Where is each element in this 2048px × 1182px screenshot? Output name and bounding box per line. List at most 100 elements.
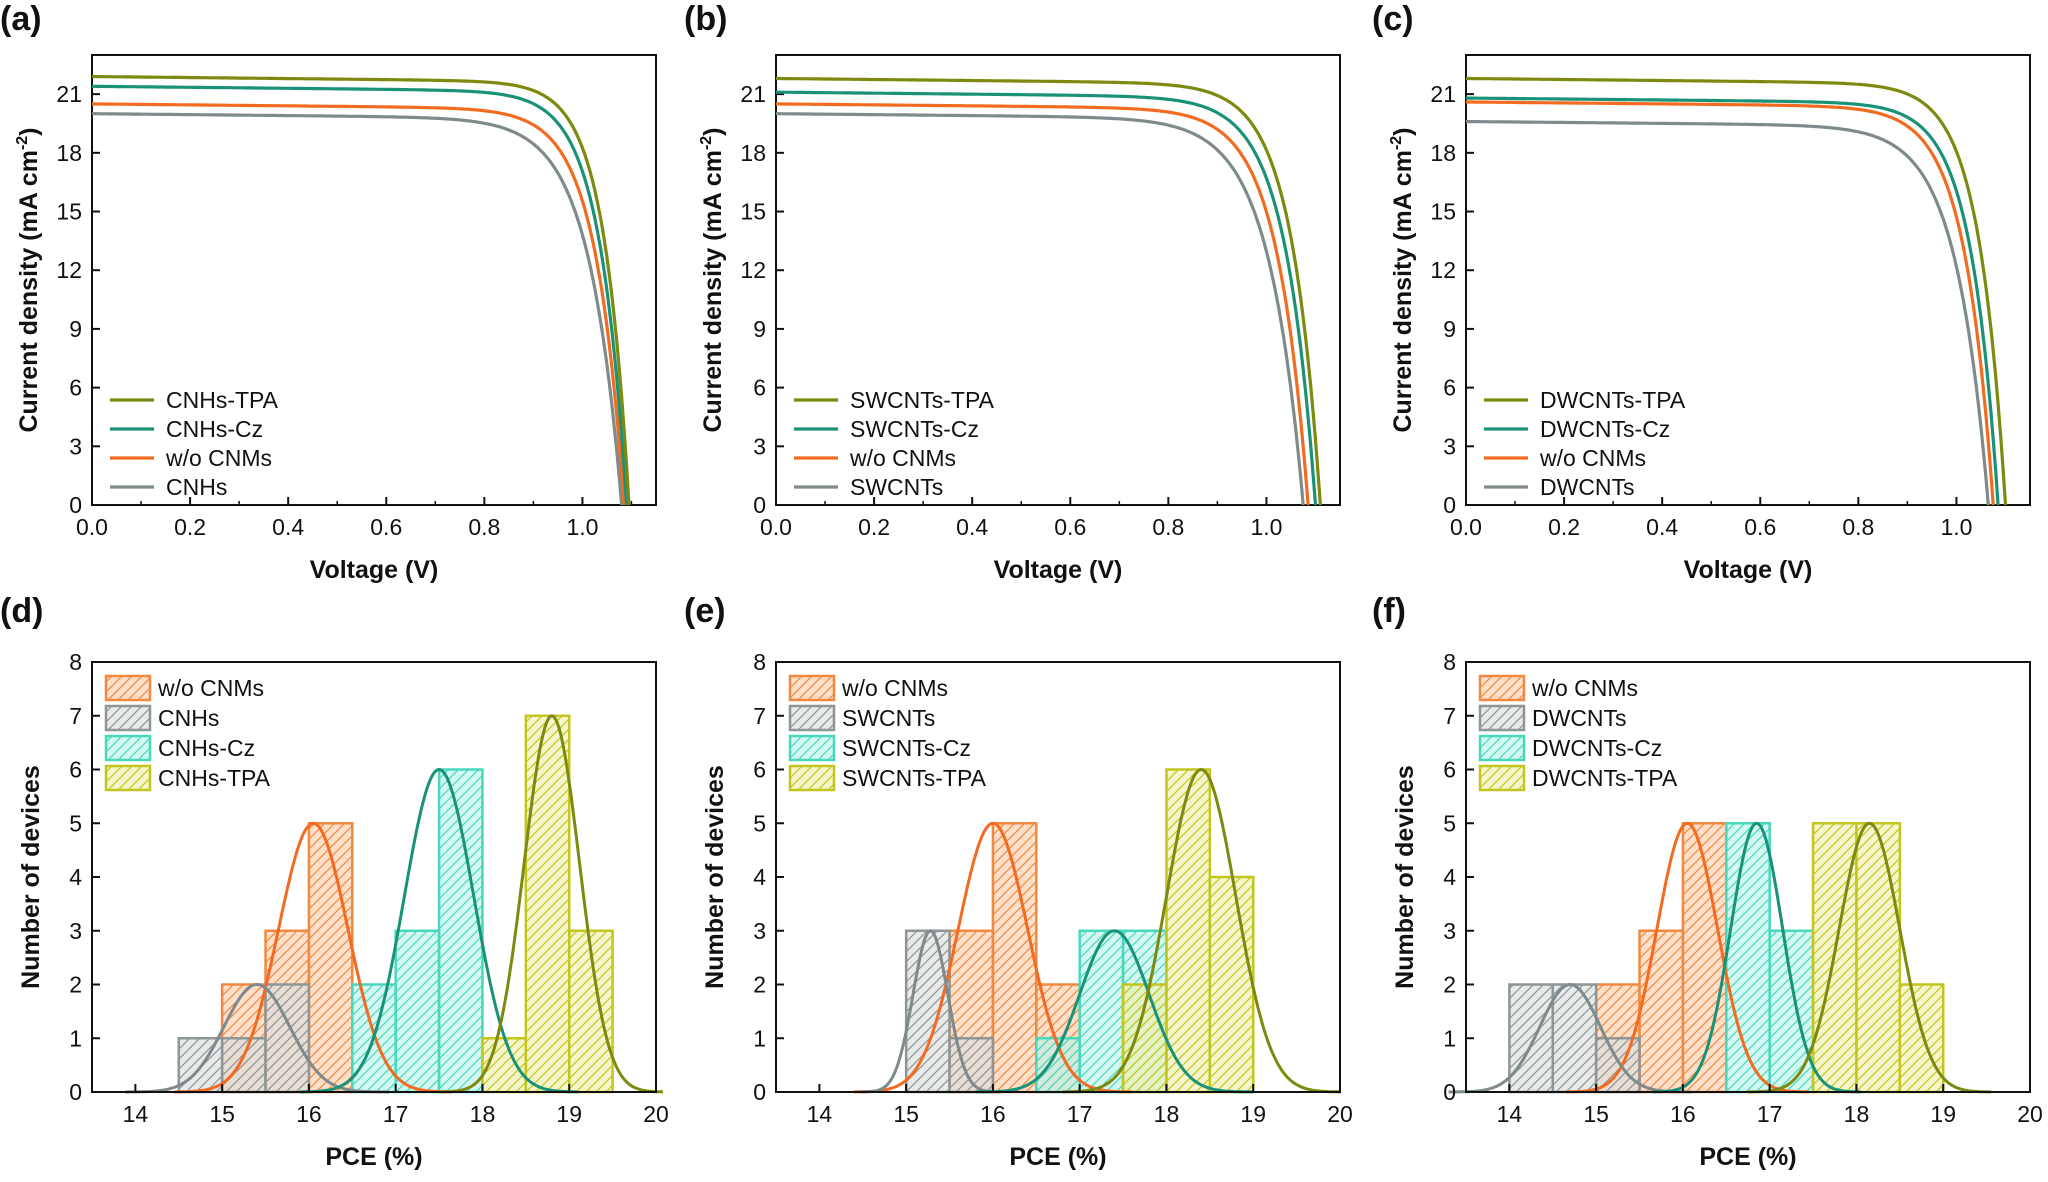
jv-curve — [776, 102, 1310, 506]
panel-label: (d) — [0, 592, 43, 630]
y-tick-label: 3 — [69, 433, 82, 459]
y-tick-label: 18 — [1430, 140, 1456, 166]
jv-curve — [1466, 76, 2008, 506]
panel-label: (b) — [684, 0, 727, 38]
legend-entry: CNHs — [158, 705, 219, 731]
histogram-bar — [437, 768, 484, 1094]
x-tick-label: 1.0 — [1250, 514, 1282, 540]
legend-swatch — [104, 674, 152, 702]
x-tick-label: 17 — [1067, 1101, 1093, 1127]
histogram-bar — [1638, 929, 1685, 1094]
y-tick-label: 3 — [1443, 918, 1456, 944]
x-tick-label: 0.0 — [76, 514, 108, 540]
y-tick-label: 2 — [1443, 972, 1456, 998]
hist-chart-4: 14 15 16 17 18 19 20 0 1 2 3 4 5 6 7 8 PCE (%) Number of … — [701, 649, 1353, 1171]
legend-entry: DWCNTs-TPA — [1540, 387, 1686, 413]
x-tick-label: 16 — [296, 1101, 322, 1127]
legend-entry: w/o CNMs — [157, 675, 264, 701]
gaussian-fit-curve — [1652, 821, 1861, 1094]
x-tick-label: 0.6 — [1744, 514, 1776, 540]
legend-entry: DWCNTs-Cz — [1532, 735, 1662, 761]
histogram-bar — [1594, 1037, 1641, 1094]
gaussian-fit-curve — [300, 767, 578, 1094]
x-tick-label: 20 — [2017, 1101, 2043, 1127]
y-tick-label: 4 — [69, 864, 82, 890]
y-tick-label: 0 — [1443, 1079, 1456, 1105]
y-tick-label: 5 — [753, 810, 766, 836]
gaussian-fit-curve — [975, 929, 1254, 1094]
y-tick-label: 7 — [69, 703, 82, 729]
gaussian-fit-curve — [1565, 821, 1809, 1094]
legend-entry: w/o CNMs — [841, 675, 948, 701]
y-tick-label: 6 — [69, 757, 82, 783]
y-axis-label: Number of devices — [701, 765, 729, 989]
legend-entry: SWCNTs-TPA — [842, 765, 987, 791]
legend-swatch — [788, 704, 836, 732]
y-tick-label: 12 — [56, 257, 82, 283]
y-axis-label: Current density (mA cm-2) — [14, 127, 43, 432]
histogram-bar — [524, 714, 571, 1094]
panel-label: (c) — [1372, 0, 1414, 38]
histogram-bar — [1551, 983, 1598, 1094]
histogram-bar — [1165, 768, 1212, 1094]
histogram-bar — [307, 822, 354, 1094]
y-tick-label: 15 — [740, 199, 766, 225]
x-tick-label: 19 — [556, 1101, 582, 1127]
x-tick-label: 20 — [1327, 1101, 1353, 1127]
x-tick-label: 0.0 — [760, 514, 792, 540]
y-tick-label: 5 — [1443, 810, 1456, 836]
y-tick-label: 9 — [753, 316, 766, 342]
x-axis-label: PCE (%) — [325, 1143, 422, 1171]
legend-swatch — [788, 734, 836, 762]
y-tick-label: 3 — [753, 433, 766, 459]
x-tick-label: 14 — [807, 1101, 833, 1127]
x-tick-label: 17 — [383, 1101, 409, 1127]
x-tick-label: 14 — [123, 1101, 149, 1127]
y-tick-label: 21 — [740, 81, 766, 107]
x-tick-label: 0.6 — [1054, 514, 1086, 540]
y-tick-label: 6 — [753, 757, 766, 783]
x-tick-label: 0.6 — [370, 514, 402, 540]
x-tick-label: 19 — [1930, 1101, 1956, 1127]
gaussian-fit-curve — [1062, 767, 1340, 1094]
jv-curve — [1466, 119, 1990, 506]
y-tick-label: 1 — [69, 1025, 82, 1051]
legend-entry: SWCNTs-Cz — [850, 416, 979, 442]
histogram-bar — [1768, 929, 1815, 1094]
legend-entry: CNHs-Cz — [158, 735, 255, 761]
x-tick-label: 0.2 — [858, 514, 890, 540]
legend-entry: DWCNTs-TPA — [1532, 765, 1678, 791]
jv-curve — [1466, 100, 1995, 506]
legend-entry: SWCNTs — [850, 474, 943, 500]
gaussian-fit-curve — [125, 982, 389, 1094]
y-tick-label: 1 — [753, 1025, 766, 1051]
y-tick-label: 18 — [56, 140, 82, 166]
histogram-bar — [1725, 822, 1771, 1094]
y-axis-label: Number of devices — [1391, 765, 1419, 989]
y-tick-label: 6 — [1443, 375, 1456, 401]
legend-swatch — [104, 734, 152, 762]
jv-chart-0: 0.0 0.2 0.4 0.6 0.8 1.0 0 3 6 9 12 15 18 21 Voltage (V… — [14, 54, 657, 584]
y-tick-label: 3 — [69, 918, 82, 944]
y-tick-label: 12 — [740, 257, 766, 283]
jv-curve — [776, 76, 1322, 506]
gaussian-fit-curve — [440, 714, 663, 1094]
histogram-bar — [1208, 875, 1255, 1094]
x-axis-label: Voltage (V) — [310, 556, 439, 584]
y-tick-label: 4 — [1443, 864, 1456, 890]
x-tick-label: 17 — [1757, 1101, 1783, 1127]
y-tick-label: 6 — [753, 375, 766, 401]
y-tick-label: 18 — [740, 140, 766, 166]
histogram-bar — [1508, 983, 1555, 1094]
x-tick-label: 15 — [1583, 1101, 1609, 1127]
jv-chart-1: 0.0 0.2 0.4 0.6 0.8 1.0 0 3 6 9 12 15 18 21 Voltage (V… — [698, 54, 1341, 584]
x-tick-label: 0.4 — [956, 514, 988, 540]
legend-entry: w/o CNMs — [849, 445, 956, 471]
x-tick-label: 15 — [893, 1101, 919, 1127]
legend-swatch — [1478, 764, 1526, 792]
legend-swatch — [1478, 704, 1526, 732]
legend-swatch — [104, 764, 152, 792]
jv-curve — [1465, 96, 2000, 506]
y-tick-label: 0 — [753, 1079, 766, 1105]
legend-swatch — [788, 764, 836, 792]
